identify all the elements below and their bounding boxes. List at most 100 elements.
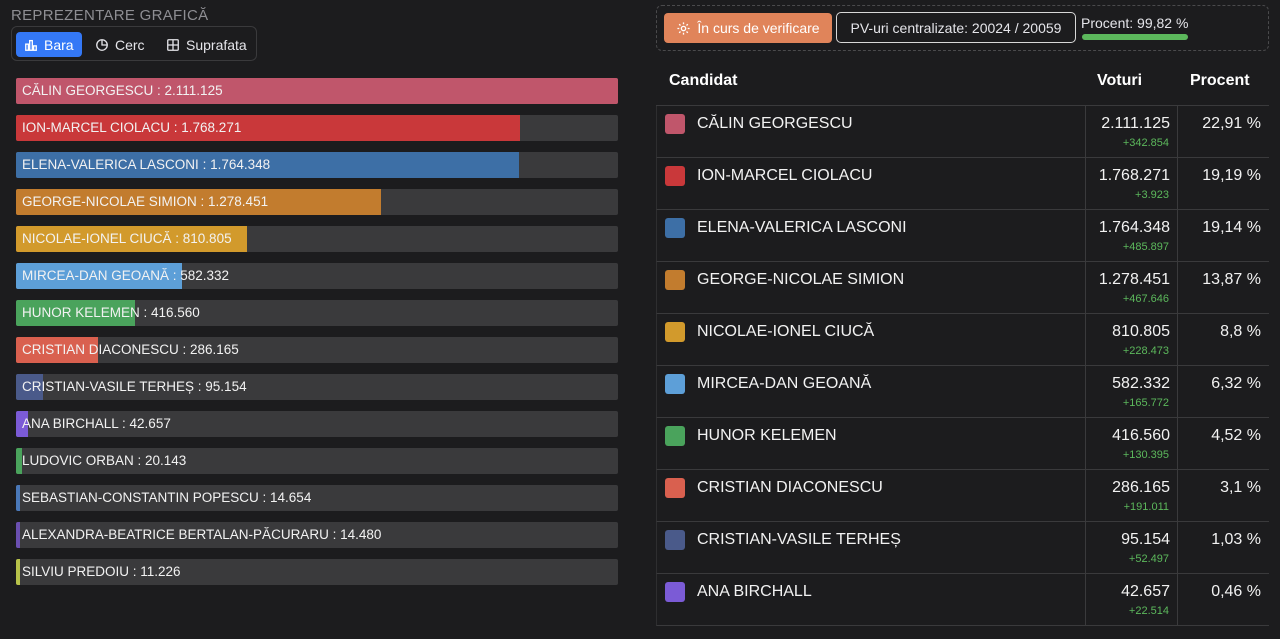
bar-row[interactable]: ANA BIRCHALL : 42.657 xyxy=(16,411,618,437)
candidate-percent: 8,8 % xyxy=(1220,323,1261,340)
gear-icon xyxy=(677,21,690,35)
bar-label: ALEXANDRA-BEATRICE BERTALAN-PĂCURARU : 1… xyxy=(22,527,382,542)
candidate-color-swatch xyxy=(665,166,685,186)
table-row[interactable]: MIRCEA-DAN GEOANĂ 582.332 +165.772 6,32 % xyxy=(656,366,1269,418)
bar-label: CĂLIN GEORGESCU : 2.111.125 xyxy=(22,83,223,98)
bar-row[interactable]: LUDOVIC ORBAN : 20.143 xyxy=(16,448,618,474)
table-body: CĂLIN GEORGESCU 2.111.125 +342.854 22,91 % I… xyxy=(656,106,1269,626)
treemap-icon xyxy=(167,38,179,51)
candidate-votes-delta: +485.897 xyxy=(1122,241,1169,253)
column-divider xyxy=(1177,314,1178,365)
tab-bara-label: Bara xyxy=(44,36,74,53)
table-row[interactable]: ELENA-VALERICA LASCONI 1.764.348 +485.897 1… xyxy=(656,210,1269,262)
tab-suprafata-label: Suprafata xyxy=(186,36,247,53)
bar xyxy=(16,152,520,178)
bar-row[interactable]: HUNOR KELEMEN : 416.560 xyxy=(16,300,618,326)
pie-chart-icon xyxy=(96,38,108,51)
table-row[interactable]: GEORGE-NICOLAE SIMION 1.278.451 +467.646 13… xyxy=(656,262,1269,314)
header-procent: Procent xyxy=(1190,72,1250,89)
candidate-color-swatch xyxy=(665,478,685,498)
column-divider xyxy=(1085,418,1086,469)
candidate-color-swatch xyxy=(665,582,685,602)
candidate-color-swatch xyxy=(665,270,685,290)
column-divider xyxy=(1085,366,1086,417)
bar-label: NICOLAE-IONEL CIUCĂ : 810.805 xyxy=(22,231,232,246)
bar-label: HUNOR KELEMEN : 416.560 xyxy=(22,305,200,320)
table-row[interactable]: ANA BIRCHALL 42.657 +22.514 0,46 % xyxy=(656,574,1269,626)
column-divider xyxy=(1177,366,1178,417)
candidate-name: HUNOR KELEMEN xyxy=(697,427,837,444)
table-row[interactable]: ION-MARCEL CIOLACU 1.768.271 +3.923 19,19 % xyxy=(656,158,1269,210)
table-row[interactable]: CRISTIAN-VASILE TERHEȘ 95.154 +52.497 1,03 … xyxy=(656,522,1269,574)
candidate-votes-delta: +467.646 xyxy=(1122,293,1169,305)
bar-row[interactable]: ION-MARCEL CIOLACU : 1.768.271 xyxy=(16,115,618,141)
candidate-votes: 286.165 xyxy=(1112,479,1170,496)
table-row[interactable]: CĂLIN GEORGESCU 2.111.125 +342.854 22,91 % xyxy=(656,106,1269,158)
bar-row[interactable]: SILVIU PREDOIU : 11.226 xyxy=(16,559,618,585)
candidate-color-swatch xyxy=(665,218,685,238)
bar-row[interactable]: GEORGE-NICOLAE SIMION : 1.278.451 xyxy=(16,189,618,215)
column-divider xyxy=(1085,158,1086,209)
bar-row[interactable]: ELENA-VALERICA LASCONI : 1.764.348 xyxy=(16,152,618,178)
section-title: REPREZENTARE GRAFICĂ xyxy=(11,7,209,24)
tab-cerc-label: Cerc xyxy=(115,36,145,53)
bar xyxy=(16,448,22,474)
candidate-percent: 13,87 % xyxy=(1202,271,1261,288)
bar-label: ANA BIRCHALL : 42.657 xyxy=(22,416,171,431)
header-candidat: Candidat xyxy=(669,72,738,89)
column-divider xyxy=(1177,470,1178,521)
candidate-percent: 0,46 % xyxy=(1211,583,1261,600)
bar xyxy=(16,226,248,252)
candidate-votes-delta: +165.772 xyxy=(1122,397,1169,409)
bar-row[interactable]: CRISTIAN DIACONESCU : 286.165 xyxy=(16,337,618,363)
table-row[interactable]: NICOLAE-IONEL CIUCĂ 810.805 +228.473 8,8 % xyxy=(656,314,1269,366)
chart-panel: REPREZENTARE GRAFICĂ Bara Cerc Suprafata… xyxy=(11,7,618,585)
column-divider xyxy=(1177,262,1178,313)
candidate-votes: 810.805 xyxy=(1112,323,1170,340)
procent-progress-fill xyxy=(1082,34,1188,40)
verification-status-button[interactable]: În curs de verificare xyxy=(664,13,832,43)
column-divider xyxy=(1085,470,1086,521)
bar-row[interactable]: MIRCEA-DAN GEOANĂ : 582.332 xyxy=(16,263,618,289)
table-row[interactable]: CRISTIAN DIACONESCU 286.165 +191.011 3,1 % xyxy=(656,470,1269,522)
bar xyxy=(16,189,381,215)
candidate-votes: 1.764.348 xyxy=(1098,219,1170,236)
candidate-name: GEORGE-NICOLAE SIMION xyxy=(697,271,905,288)
candidate-name: CRISTIAN-VASILE TERHEȘ xyxy=(697,531,901,548)
bar-label: ION-MARCEL CIOLACU : 1.768.271 xyxy=(22,120,242,135)
results-table: Candidat Voturi Procent CĂLIN GEORGESCU 2… xyxy=(656,56,1269,626)
column-divider xyxy=(1085,262,1086,313)
bar-row[interactable]: CRISTIAN-VASILE TERHEȘ : 95.154 xyxy=(16,374,618,400)
results-panel: În curs de verificare PV-uri centralizat… xyxy=(656,0,1280,639)
bar-label: SEBASTIAN-CONSTANTIN POPESCU : 14.654 xyxy=(22,490,312,505)
bar xyxy=(16,263,183,289)
bar xyxy=(16,300,135,326)
candidate-votes: 95.154 xyxy=(1121,531,1170,548)
pv-counter: PV-uri centralizate: 20024 / 20059 xyxy=(836,12,1076,43)
bar-row[interactable]: NICOLAE-IONEL CIUCĂ : 810.805 xyxy=(16,226,618,252)
column-divider xyxy=(1177,574,1178,625)
candidate-percent: 4,52 % xyxy=(1211,427,1261,444)
column-divider xyxy=(1177,418,1178,469)
bar-row[interactable]: SEBASTIAN-CONSTANTIN POPESCU : 14.654 xyxy=(16,485,618,511)
candidate-votes-delta: +22.514 xyxy=(1128,605,1169,617)
candidate-name: MIRCEA-DAN GEOANĂ xyxy=(697,375,872,392)
candidate-votes: 2.111.125 xyxy=(1101,115,1170,132)
candidate-color-swatch xyxy=(665,426,685,446)
candidate-color-swatch xyxy=(665,114,685,134)
candidate-percent: 3,1 % xyxy=(1220,479,1261,496)
verification-status-label: În curs de verificare xyxy=(697,20,820,36)
bar-label: MIRCEA-DAN GEOANĂ : 582.332 xyxy=(22,268,230,283)
bar-row[interactable]: CĂLIN GEORGESCU : 2.111.125 xyxy=(16,78,618,104)
bar-row[interactable]: ALEXANDRA-BEATRICE BERTALAN-PĂCURARU : 1… xyxy=(16,522,618,548)
candidate-name: ION-MARCEL CIOLACU xyxy=(697,167,873,184)
column-divider xyxy=(1177,158,1178,209)
tab-suprafata[interactable]: Suprafata xyxy=(158,32,255,57)
status-box: În curs de verificare PV-uri centralizat… xyxy=(656,5,1269,51)
procent-progress-bar xyxy=(1082,34,1188,40)
tab-cerc[interactable]: Cerc xyxy=(87,32,153,57)
table-row[interactable]: HUNOR KELEMEN 416.560 +130.395 4,52 % xyxy=(656,418,1269,470)
candidate-votes: 42.657 xyxy=(1121,583,1170,600)
candidate-votes: 1.278.451 xyxy=(1098,271,1170,288)
tab-bara[interactable]: Bara xyxy=(16,32,82,57)
